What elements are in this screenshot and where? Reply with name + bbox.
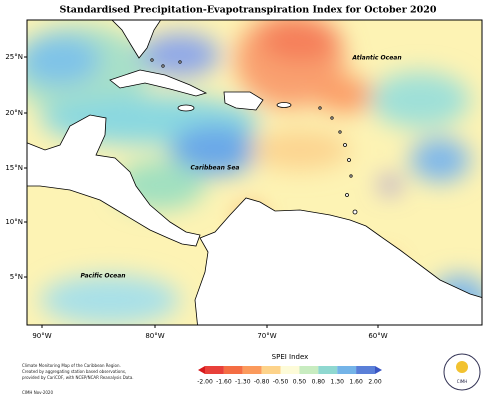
lon-label: 60°W	[368, 332, 387, 340]
legend-tick-label: 2.00	[368, 379, 382, 386]
credit-line: Created by aggregating station based obs…	[22, 369, 126, 374]
spei-field	[27, 20, 482, 325]
legend-tick-label: 0.50	[293, 379, 307, 386]
legend-swatch	[242, 366, 262, 374]
footer: CIMH Nov-2020	[22, 390, 53, 395]
south-america	[194, 197, 482, 325]
credit-line: provided by CariCOF, with NCEP/NCAR Rean…	[22, 375, 134, 380]
legend-cap-right	[375, 366, 382, 374]
lat-label: 5°N	[10, 273, 23, 281]
legend-tick-label: 1.60	[349, 379, 363, 386]
legend-swatch	[280, 366, 300, 374]
legend-tick-label: -1.30	[235, 379, 251, 386]
lon-label: 70°W	[257, 332, 276, 340]
hispaniola	[223, 91, 264, 111]
legend-swatch	[299, 366, 319, 374]
cuba	[109, 69, 208, 97]
legend-tick-label: 1.30	[331, 379, 345, 386]
florida	[111, 20, 162, 59]
jamaica	[177, 104, 195, 112]
credit-line: Climate Monitoring Map of the Caribbean …	[22, 363, 121, 368]
map-frame	[26, 19, 483, 326]
logo-sun	[456, 361, 468, 373]
legend-swatch	[205, 366, 224, 374]
legend-swatch	[223, 366, 243, 374]
region-label: Atlantic Ocean	[351, 55, 401, 62]
legend-tick-label: -2.00	[197, 379, 213, 386]
legend-tick-label: -0.80	[254, 379, 270, 386]
lon-label: 90°W	[32, 332, 51, 340]
legend-cap-left	[198, 366, 205, 374]
lat-label: 10°N	[5, 218, 23, 226]
legend-title: SPEI Index	[272, 353, 309, 361]
lat-label: 20°N	[5, 109, 23, 117]
legend-swatch	[356, 366, 375, 374]
region-label: Pacific Ocean	[80, 273, 125, 280]
legend-swatch	[337, 366, 357, 374]
legend-tick-label: 0.80	[312, 379, 326, 386]
legend-tick-label: -0.50	[273, 379, 289, 386]
logo-text: CIMH	[457, 379, 467, 384]
lesser-antilles	[150, 58, 358, 215]
legend-tick-label: -1.60	[216, 379, 232, 386]
puerto-rico	[276, 102, 292, 108]
map-title: Standardised Precipitation-Evapotranspir…	[60, 5, 437, 16]
legend-swatch	[318, 366, 338, 374]
region-label: Caribbean Sea	[191, 165, 240, 172]
lat-label: 15°N	[5, 164, 23, 172]
lon-label: 80°W	[145, 332, 164, 340]
central-america	[27, 114, 201, 247]
legend-swatch	[261, 366, 281, 374]
lat-label: 25°N	[5, 53, 23, 61]
